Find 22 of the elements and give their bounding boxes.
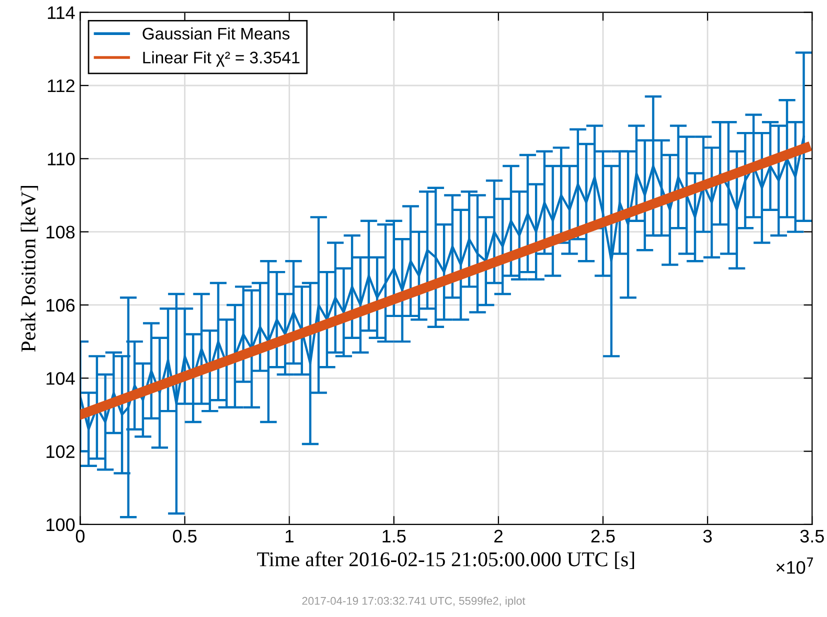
legend-label: Gaussian Fit Means (142, 27, 290, 40)
y-tick-label: 102 (46, 445, 74, 458)
y-tick-label: 112 (48, 79, 74, 92)
x-tick-label: 1.5 (382, 530, 406, 543)
x-tick-label: 0 (76, 530, 85, 543)
y-tick-label: 108 (46, 226, 75, 239)
y-tick-label: 104 (46, 372, 75, 385)
y-axis-title: Peak Position [keV] (20, 186, 38, 352)
x-tick-label: 0.5 (172, 530, 197, 543)
x-tick-label: 1 (286, 530, 294, 542)
x-tick-label: 2.5 (591, 530, 615, 543)
x-tick-label: 3.5 (800, 530, 824, 543)
legend-label: Linear Fit χ² = 3.3541 (143, 51, 300, 67)
y-tick-label: 100 (46, 518, 75, 532)
x-tick-label: 2 (494, 530, 503, 542)
y-tick-label: 114 (48, 6, 75, 19)
y-tick-label: 106 (46, 298, 75, 312)
text: ×10$^{7}$ (776, 558, 813, 574)
x-axis-title: Time after 2016-02-15 21:05:00.000 UTC [s] (257, 551, 634, 569)
y-tick-label: 110 (48, 152, 75, 166)
x-tick-label: 3 (703, 530, 712, 543)
text: 2017-04-19 17:03:32.741 UTC, 5599fe2, iplot (302, 596, 526, 607)
